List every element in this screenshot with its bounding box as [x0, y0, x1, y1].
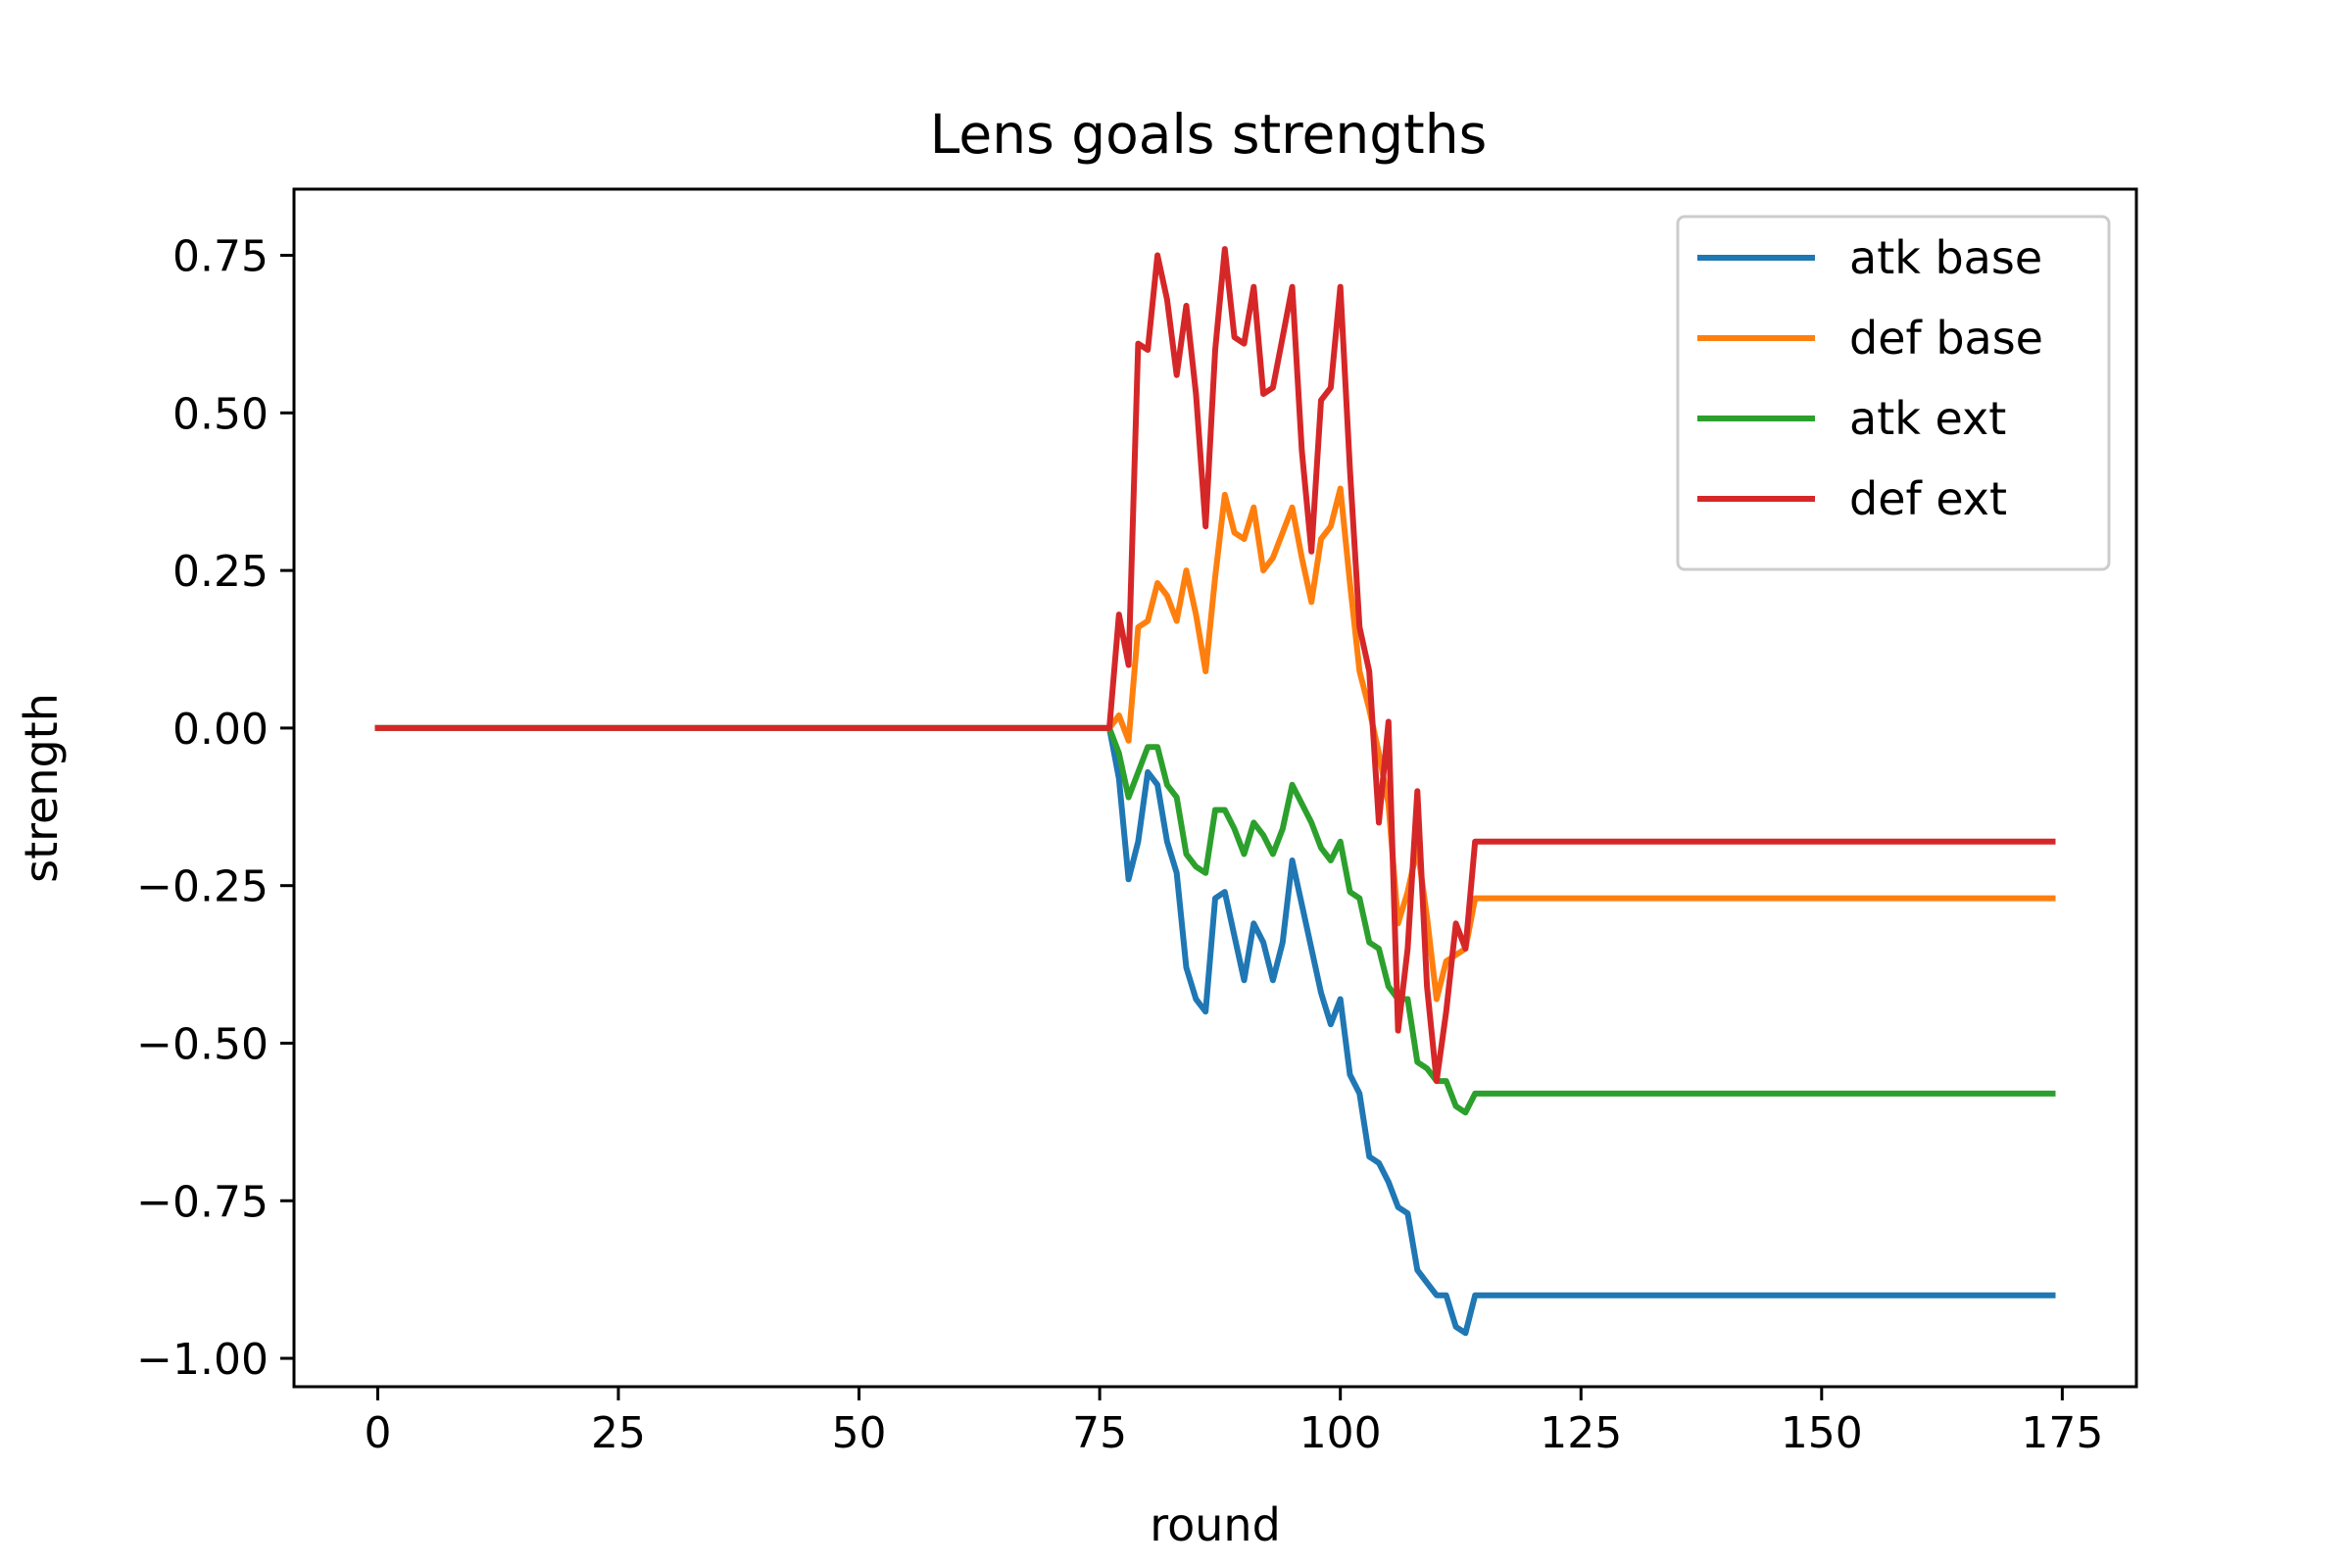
y-tick-label: 0.25 [172, 547, 269, 597]
y-tick-label: −1.00 [136, 1335, 269, 1385]
series-line-def-ext [374, 246, 2056, 1085]
x-axis-label: round [1150, 1498, 1281, 1551]
x-tick-label: 75 [1072, 1408, 1127, 1458]
series-layer [374, 246, 2056, 1337]
x-axis: 0 25 50 75 100 125 150 175 [364, 1387, 2103, 1458]
y-axis: 0.75 0.50 0.25 0.00 −0.25 −0.50 −0.75 −1.00 [136, 232, 294, 1385]
x-tick-label: 175 [2021, 1408, 2103, 1458]
legend-entry-label: atk ext [1849, 392, 2006, 445]
y-tick-label: 0.00 [172, 705, 269, 755]
y-tick-label: −0.25 [136, 862, 269, 912]
x-tick-label: 100 [1299, 1408, 1382, 1458]
y-tick-label: 0.50 [172, 389, 269, 439]
x-tick-label: 25 [591, 1408, 646, 1458]
x-tick-label: 0 [364, 1408, 391, 1458]
x-tick-label: 50 [832, 1408, 887, 1458]
series-line-atk-ext [374, 724, 2056, 1116]
y-tick-label: −0.75 [136, 1177, 269, 1227]
plot-frame [292, 187, 2138, 1389]
y-tick-label: −0.50 [136, 1019, 269, 1069]
series-line-atk-base [374, 724, 2056, 1337]
chart-title: Lens goals strengths [930, 103, 1488, 166]
legend-entry-label: def ext [1849, 472, 2007, 525]
y-axis-label: strength [15, 693, 68, 883]
y-tick-label: 0.75 [172, 232, 269, 282]
legend-entry-label: def base [1849, 312, 2043, 365]
legend-entry-label: atk base [1849, 231, 2042, 284]
x-tick-label: 125 [1540, 1408, 1622, 1458]
legend: atk base def base atk ext def ext [1676, 215, 2111, 571]
x-tick-label: 150 [1781, 1408, 1863, 1458]
legend-box [1676, 215, 2111, 571]
